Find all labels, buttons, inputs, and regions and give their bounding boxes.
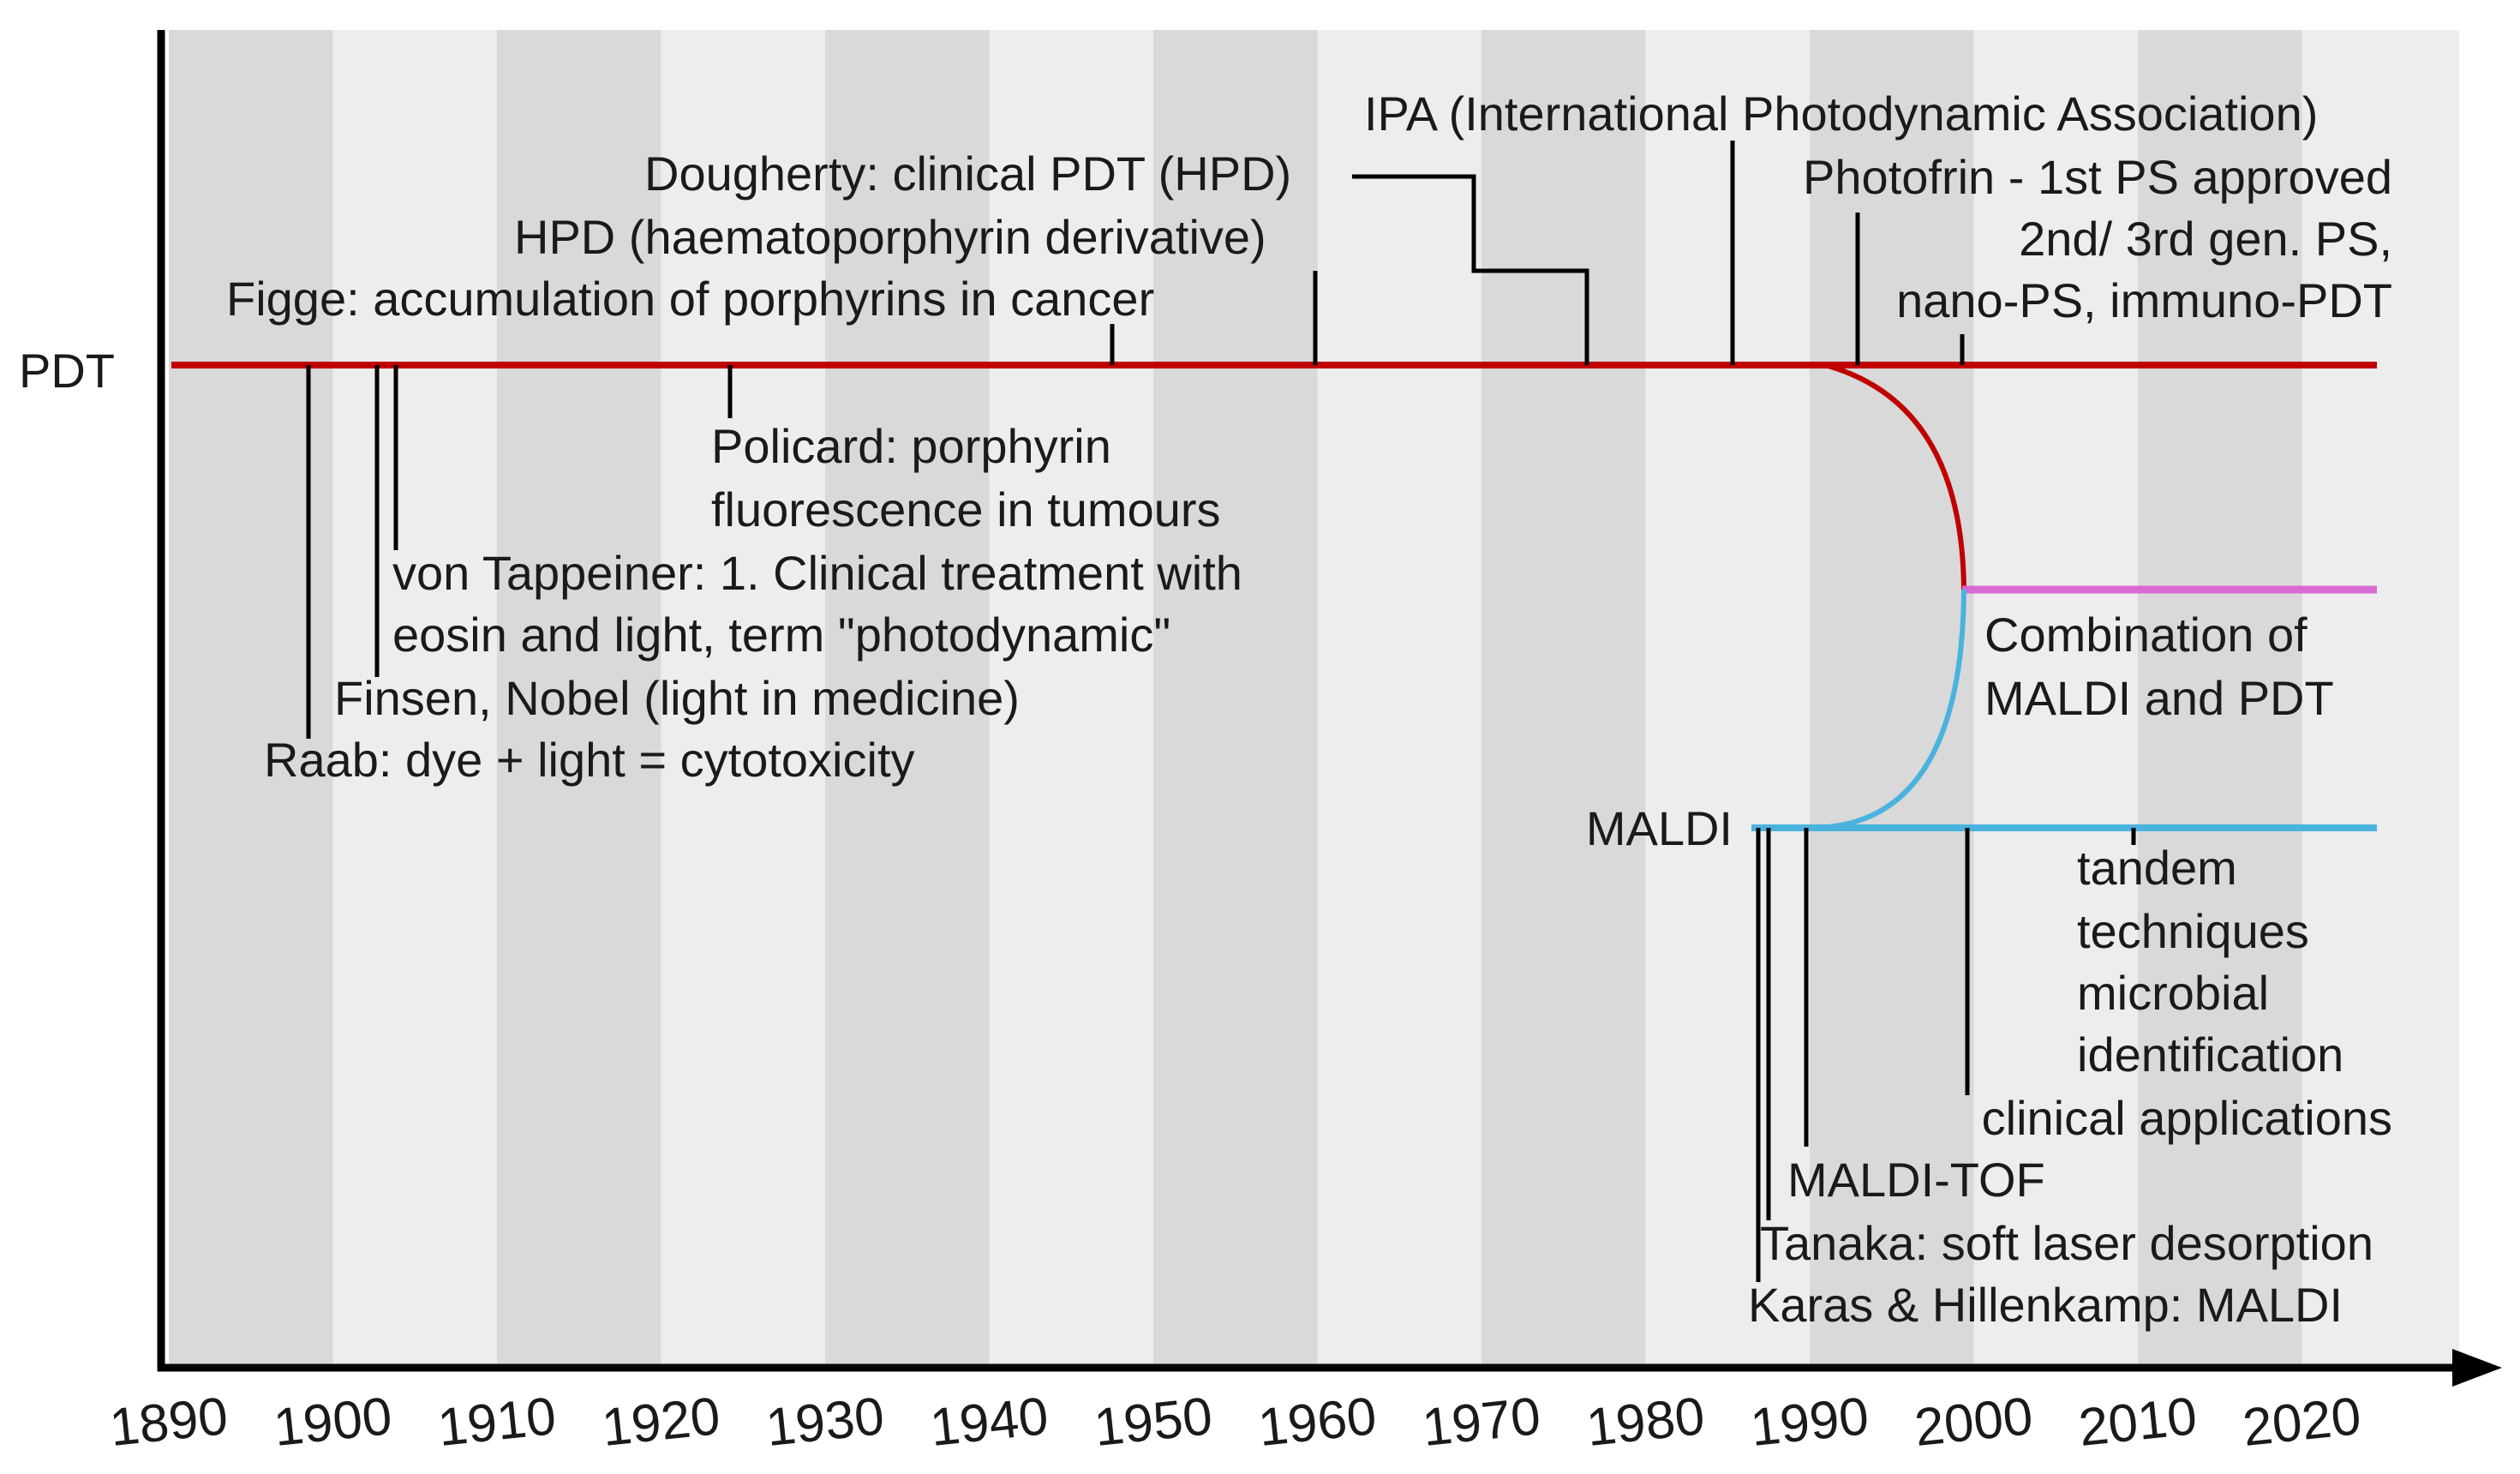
event-maldi-tof: MALDI-TOF <box>1787 1153 2045 1207</box>
event-gen-ps-line-1: 2nd/ 3rd gen. PS, <box>2019 212 2392 266</box>
event-figge: Figge: accumulation of porphyrins in can… <box>226 272 1154 326</box>
event-dougherty: Dougherty: clinical PDT (HPD) <box>644 147 1291 201</box>
decade-stripe <box>1973 30 2138 1368</box>
decade-stripe <box>1153 30 1318 1368</box>
year-tick-1970: 1970 <box>1420 1387 1543 1458</box>
pdt-branch-curve <box>1824 363 1966 590</box>
year-tick-1940: 1940 <box>927 1387 1050 1458</box>
event-tandem-line-2: techniques <box>2077 904 2309 958</box>
year-tick-2020: 2020 <box>2240 1387 2363 1458</box>
decade-stripe <box>169 30 333 1368</box>
event-clinical-applications: clinical applications <box>1982 1091 2392 1145</box>
combination-label-line-2: MALDI and PDT <box>1984 671 2334 725</box>
combination-label-line-1: Combination of <box>1984 608 2308 662</box>
decade-stripe <box>989 30 1153 1368</box>
decade-stripe <box>1810 30 1974 1368</box>
event-tanaka: Tanaka: soft laser desorption <box>1760 1216 2373 1270</box>
year-tick-2010: 2010 <box>2076 1387 2200 1458</box>
maldi-track-label: MALDI <box>1586 801 1733 855</box>
year-tick-1910: 1910 <box>435 1387 559 1458</box>
event-tandem-line-1: tandem <box>2077 841 2237 895</box>
year-tick-labels: 1890 1900 1910 1920 1930 1940 1950 1960 1970 1980… <box>107 1387 2364 1458</box>
decade-stripe <box>825 30 990 1368</box>
decade-stripes <box>169 30 2459 1368</box>
decade-stripe <box>497 30 661 1368</box>
x-axis-arrow-icon <box>2452 1349 2502 1387</box>
year-tick-1920: 1920 <box>599 1387 722 1458</box>
event-hpd: HPD (haematoporphyrin derivative) <box>514 210 1266 264</box>
connector-dougherty <box>1352 174 1589 365</box>
event-policard-line-1: Policard: porphyrin <box>711 419 1111 473</box>
year-tick-1900: 1900 <box>271 1387 394 1458</box>
decade-stripe <box>661 30 825 1368</box>
decade-stripe <box>332 30 497 1368</box>
decade-stripe <box>1481 30 1646 1368</box>
event-ipa: IPA (International Photodynamic Associat… <box>1364 87 2318 141</box>
maldi-branch-curve <box>1816 589 1966 830</box>
event-raab: Raab: dye + light = cytotoxicity <box>264 733 915 787</box>
event-policard-line-2: fluorescence in tumours <box>711 482 1221 536</box>
year-tick-2000: 2000 <box>1912 1387 2035 1458</box>
decade-stripe <box>2138 30 2302 1368</box>
event-tandem-line-4: identification <box>2077 1028 2343 1082</box>
event-tandem-line-3: microbial <box>2077 966 2269 1020</box>
year-tick-1950: 1950 <box>1092 1387 1215 1458</box>
decade-stripe <box>2302 30 2459 1368</box>
year-tick-1960: 1960 <box>1255 1387 1379 1458</box>
event-karas-hillenkamp: Karas & Hillenkamp: MALDI <box>1748 1278 2343 1332</box>
year-tick-1980: 1980 <box>1583 1387 1707 1458</box>
year-tick-1990: 1990 <box>1748 1387 1871 1458</box>
year-tick-1890: 1890 <box>107 1387 230 1458</box>
event-finsen: Finsen, Nobel (light in medicine) <box>334 671 1020 725</box>
decade-stripe <box>1317 30 1481 1368</box>
decade-stripe <box>1645 30 1810 1368</box>
event-tappeiner-line-2: eosin and light, term "photodynamic" <box>392 608 1170 662</box>
event-tappeiner-line-1: von Tappeiner: 1. Clinical treatment wit… <box>392 546 1242 600</box>
event-photofrin: Photofrin - 1st PS approved <box>1803 150 2392 204</box>
event-gen-ps-line-2: nano-PS, immuno-PDT <box>1896 273 2392 327</box>
pdt-track-label: PDT <box>19 344 115 398</box>
year-tick-1930: 1930 <box>763 1387 887 1458</box>
